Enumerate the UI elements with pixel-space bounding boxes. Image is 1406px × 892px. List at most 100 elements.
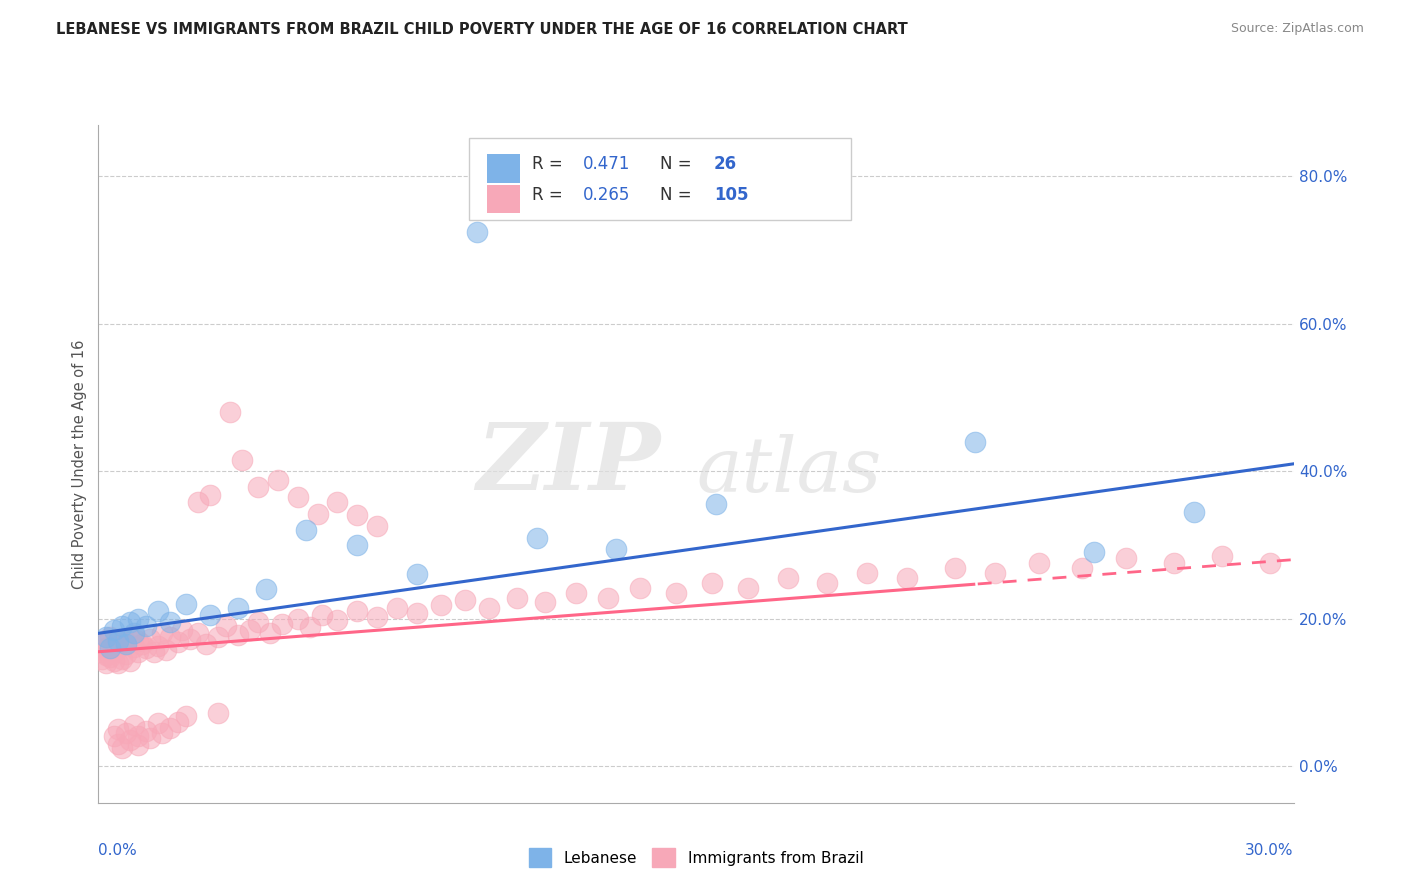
- Point: [346, 538, 368, 552]
- Point: [96, 656, 118, 670]
- Point: [100, 640, 122, 654]
- Text: R =: R =: [533, 155, 568, 173]
- Point: [366, 610, 388, 624]
- Point: [111, 740, 134, 755]
- Point: [533, 595, 555, 609]
- Y-axis label: Child Poverty Under the Age of 16: Child Poverty Under the Age of 16: [72, 339, 87, 589]
- Point: [737, 581, 759, 595]
- Point: [91, 645, 114, 659]
- Point: [115, 726, 138, 740]
- Point: [478, 600, 501, 615]
- Point: [246, 480, 269, 494]
- Point: [454, 593, 477, 607]
- Point: [198, 488, 221, 502]
- Point: [111, 652, 134, 666]
- Point: [346, 508, 368, 523]
- Point: [1182, 505, 1205, 519]
- Text: atlas: atlas: [696, 434, 882, 508]
- Point: [115, 637, 138, 651]
- Point: [127, 611, 149, 625]
- Point: [107, 656, 129, 670]
- Point: [406, 606, 429, 620]
- Point: [598, 591, 620, 605]
- Point: [127, 633, 149, 648]
- Point: [103, 623, 125, 637]
- Point: [96, 641, 118, 656]
- Point: [856, 566, 879, 580]
- Point: [103, 645, 125, 659]
- Point: [326, 495, 349, 509]
- Point: [120, 615, 142, 630]
- Point: [1071, 561, 1094, 575]
- Point: [159, 615, 181, 630]
- Point: [120, 630, 142, 644]
- Text: 30.0%: 30.0%: [1246, 844, 1294, 858]
- Point: [215, 619, 238, 633]
- Point: [167, 635, 190, 649]
- Point: [187, 626, 209, 640]
- Point: [135, 619, 157, 633]
- Point: [174, 597, 197, 611]
- Point: [1028, 557, 1050, 571]
- Point: [984, 566, 1007, 580]
- Point: [107, 632, 129, 647]
- Point: [270, 617, 292, 632]
- Point: [219, 405, 242, 419]
- Point: [298, 620, 321, 634]
- Point: [198, 607, 221, 622]
- Point: [159, 630, 181, 644]
- Point: [127, 730, 149, 744]
- Point: [226, 628, 249, 642]
- Point: [526, 531, 548, 545]
- Point: [139, 731, 162, 745]
- Point: [155, 642, 177, 657]
- Point: [430, 599, 453, 613]
- Point: [207, 706, 229, 720]
- Point: [148, 716, 170, 731]
- Point: [111, 637, 134, 651]
- Point: [294, 523, 316, 537]
- Point: [100, 630, 122, 644]
- Point: [135, 723, 157, 738]
- FancyBboxPatch shape: [486, 154, 520, 183]
- Point: [174, 709, 197, 723]
- Point: [943, 561, 966, 575]
- Point: [195, 637, 218, 651]
- Point: [172, 623, 194, 637]
- Point: [124, 626, 146, 640]
- Point: [231, 453, 253, 467]
- Point: [124, 628, 146, 642]
- Point: [107, 722, 129, 736]
- Point: [326, 613, 349, 627]
- Point: [226, 600, 249, 615]
- Text: N =: N =: [661, 155, 697, 173]
- Point: [159, 721, 181, 735]
- Point: [385, 600, 409, 615]
- Point: [124, 640, 146, 654]
- Point: [406, 567, 429, 582]
- Point: [131, 637, 153, 651]
- Point: [628, 581, 651, 595]
- Point: [148, 604, 170, 618]
- Point: [103, 730, 125, 744]
- Point: [107, 641, 129, 656]
- Point: [143, 645, 166, 659]
- Point: [115, 647, 138, 661]
- Point: [1115, 551, 1137, 566]
- Point: [267, 473, 290, 487]
- Point: [1258, 557, 1281, 571]
- Text: LEBANESE VS IMMIGRANTS FROM BRAZIL CHILD POVERTY UNDER THE AGE OF 16 CORRELATION: LEBANESE VS IMMIGRANTS FROM BRAZIL CHILD…: [56, 22, 908, 37]
- Point: [91, 637, 114, 651]
- Legend: Lebanese, Immigrants from Brazil: Lebanese, Immigrants from Brazil: [523, 842, 869, 873]
- Point: [776, 571, 799, 585]
- Point: [1163, 557, 1185, 571]
- Point: [135, 641, 157, 656]
- Point: [287, 490, 309, 504]
- Point: [127, 645, 149, 659]
- Point: [167, 714, 190, 729]
- Point: [307, 507, 329, 521]
- Point: [207, 630, 229, 644]
- Point: [506, 591, 529, 605]
- Point: [115, 635, 138, 649]
- Point: [103, 654, 125, 668]
